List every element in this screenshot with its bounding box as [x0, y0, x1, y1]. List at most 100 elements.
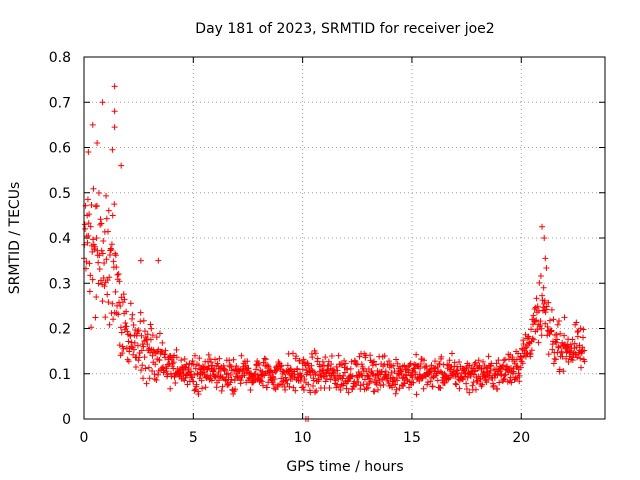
data-point — [105, 207, 112, 214]
data-point — [230, 356, 237, 363]
data-point — [385, 371, 392, 378]
data-point — [322, 354, 329, 361]
data-point — [95, 259, 102, 266]
data-point — [119, 299, 126, 306]
data-point — [182, 363, 189, 370]
data-point — [543, 265, 550, 272]
data-point — [87, 272, 94, 279]
data-point — [501, 375, 508, 382]
data-point — [500, 362, 507, 369]
data-point — [180, 370, 187, 377]
data-point — [238, 352, 245, 359]
data-point — [192, 365, 199, 372]
data-point — [151, 375, 158, 382]
data-point — [134, 342, 141, 349]
x-tick-label: 0 — [80, 430, 89, 446]
data-point — [515, 350, 522, 357]
data-point — [493, 360, 500, 367]
data-point — [101, 283, 108, 290]
data-point — [134, 328, 141, 335]
data-point — [112, 252, 119, 259]
data-point — [554, 336, 561, 343]
data-point — [190, 361, 197, 368]
data-point — [389, 384, 396, 391]
data-point — [459, 376, 466, 383]
data-point — [156, 330, 163, 337]
data-point — [138, 367, 145, 374]
data-point — [569, 357, 576, 364]
data-point — [117, 302, 124, 309]
data-point — [520, 340, 527, 347]
data-point — [292, 387, 299, 394]
data-point — [527, 350, 534, 357]
data-point — [162, 347, 169, 354]
data-point — [577, 355, 584, 362]
data-point — [376, 377, 383, 384]
data-point — [336, 372, 343, 379]
data-point — [283, 376, 290, 383]
data-point — [84, 239, 91, 246]
data-point — [429, 383, 436, 390]
data-point — [93, 235, 100, 242]
y-tick-label: 0.2 — [49, 322, 71, 338]
data-point — [553, 339, 560, 346]
data-point — [103, 256, 110, 263]
data-point — [202, 384, 209, 391]
data-point — [369, 370, 376, 377]
data-point — [154, 371, 161, 378]
data-point — [580, 334, 587, 341]
data-point — [464, 374, 471, 381]
data-point — [195, 391, 202, 398]
data-point — [123, 308, 130, 315]
data-point — [137, 309, 144, 316]
data-point — [252, 366, 259, 373]
data-point — [263, 384, 270, 391]
data-point — [85, 149, 92, 156]
data-point — [90, 236, 97, 243]
data-point — [356, 353, 363, 360]
data-point — [516, 378, 523, 385]
data-point — [373, 381, 380, 388]
data-point — [438, 353, 445, 360]
data-point — [448, 350, 455, 357]
data-point — [577, 325, 584, 332]
data-point — [563, 355, 570, 362]
data-point — [309, 354, 316, 361]
data-point — [147, 336, 154, 343]
data-point — [334, 367, 341, 374]
data-point — [508, 379, 515, 386]
data-point — [100, 238, 107, 245]
data-point — [169, 360, 176, 367]
data-point — [115, 311, 122, 318]
data-point — [223, 377, 230, 384]
data-point — [101, 259, 108, 266]
data-point — [571, 340, 578, 347]
y-tick-label: 0.8 — [49, 50, 71, 66]
data-point — [116, 278, 123, 285]
data-point — [108, 241, 115, 248]
data-point — [164, 371, 171, 378]
data-point — [245, 365, 252, 372]
data-point — [554, 321, 561, 328]
data-point — [188, 368, 195, 375]
data-point — [242, 362, 249, 369]
data-point — [95, 190, 102, 197]
data-point — [300, 386, 307, 393]
data-point — [216, 355, 223, 362]
data-point — [528, 326, 535, 333]
data-point — [319, 368, 326, 375]
data-point — [371, 388, 378, 395]
data-point — [456, 385, 463, 392]
data-point — [196, 355, 203, 362]
data-point — [410, 379, 417, 386]
data-point — [260, 382, 267, 389]
data-point — [519, 360, 526, 367]
data-point — [214, 360, 221, 367]
data-point — [82, 225, 89, 232]
data-point — [138, 347, 145, 354]
data-point — [543, 306, 550, 313]
data-point — [424, 381, 431, 388]
data-point — [289, 350, 296, 357]
data-point — [219, 374, 226, 381]
data-point — [106, 274, 113, 281]
